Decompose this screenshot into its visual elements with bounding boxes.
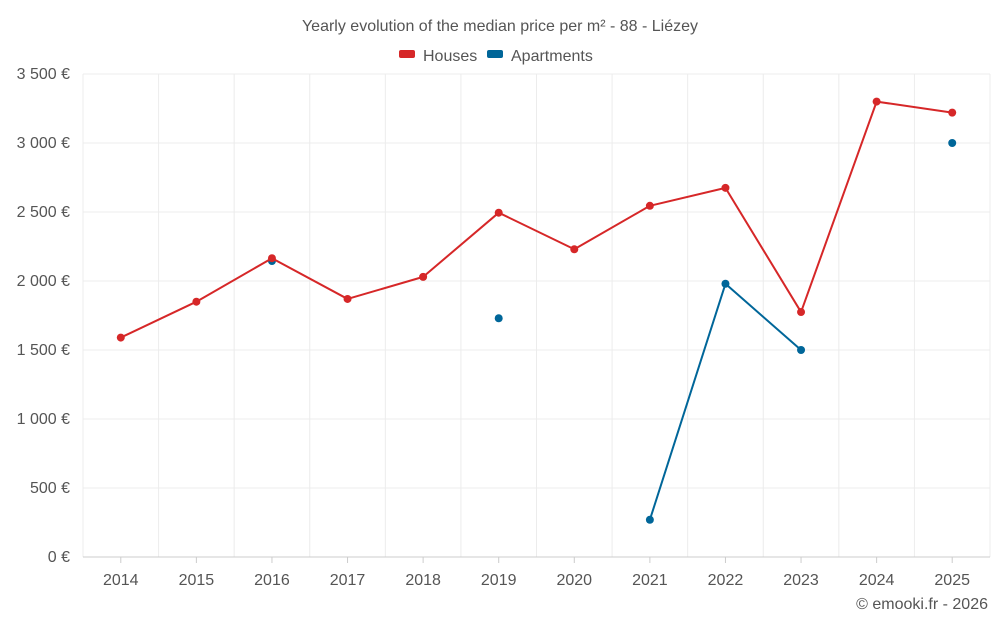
apartments-point-2025 bbox=[948, 139, 957, 147]
legend-swatch-apartments bbox=[487, 50, 503, 58]
houses-point-2019 bbox=[494, 208, 503, 217]
x-tick-label: 2019 bbox=[481, 572, 517, 589]
x-tick-label: 2025 bbox=[934, 572, 970, 589]
houses-line-segment bbox=[270, 257, 349, 300]
credit-text: © emooki.fr - 2026 bbox=[856, 596, 988, 613]
y-tick-label: 1 500 € bbox=[17, 342, 70, 359]
y-tick-label: 0 € bbox=[48, 549, 70, 566]
grid-lines bbox=[82, 73, 991, 557]
apartments-point-2023 bbox=[797, 346, 806, 354]
houses-point-2018 bbox=[419, 272, 428, 281]
houses-point-2022 bbox=[721, 183, 730, 192]
houses-line-segment bbox=[422, 211, 500, 278]
houses-point-2021 bbox=[645, 201, 654, 210]
legend-swatch-houses bbox=[399, 50, 415, 58]
apartments-line-segment bbox=[724, 282, 803, 351]
houses-line-segment bbox=[346, 275, 425, 300]
houses-line-segment bbox=[724, 186, 803, 314]
x-tick-label: 2023 bbox=[783, 572, 819, 589]
houses-line-segment bbox=[875, 100, 954, 114]
y-tick-label: 500 € bbox=[30, 480, 70, 497]
series-apartments bbox=[267, 139, 957, 524]
axes: 0 € 500 € 1 000 € 1 500 € 2 000 € 2 500 € 3 00… bbox=[17, 66, 990, 589]
x-tick-label: 2016 bbox=[254, 572, 290, 589]
houses-line-segment bbox=[195, 257, 273, 303]
houses-point-2014 bbox=[116, 333, 125, 342]
x-tick-label: 2017 bbox=[330, 572, 366, 589]
houses-line-segment bbox=[648, 186, 727, 207]
x-tick-label: 2021 bbox=[632, 572, 668, 589]
houses-point-2024 bbox=[872, 97, 881, 106]
houses-point-2020 bbox=[570, 245, 579, 254]
houses-point-2023 bbox=[797, 308, 806, 317]
apartments-point-2021 bbox=[645, 515, 654, 524]
houses-point-2016 bbox=[267, 254, 276, 263]
houses-point-2025 bbox=[948, 108, 957, 117]
legend: Houses Apartments bbox=[399, 48, 593, 65]
houses-line-segment bbox=[800, 100, 878, 314]
y-tick-label: 3 500 € bbox=[17, 66, 70, 83]
chart-title: Yearly evolution of the median price per… bbox=[302, 18, 698, 35]
legend-item-houses: Houses bbox=[399, 48, 477, 65]
y-tick-label: 1 000 € bbox=[17, 411, 70, 428]
apartments-point-2019 bbox=[494, 314, 503, 323]
y-tick-label: 2 500 € bbox=[17, 204, 70, 221]
houses-line-segment bbox=[573, 204, 651, 251]
x-tick-label: 2024 bbox=[859, 572, 895, 589]
series-houses bbox=[116, 97, 957, 342]
x-tick-label: 2022 bbox=[708, 572, 744, 589]
x-tick-label: 2014 bbox=[103, 572, 139, 589]
houses-line-segment bbox=[119, 300, 198, 339]
apartments-point-2022 bbox=[721, 279, 730, 288]
apartments-line-segment bbox=[648, 282, 727, 521]
houses-point-2015 bbox=[192, 297, 201, 306]
y-tick-label: 2 000 € bbox=[17, 273, 70, 290]
houses-line-segment bbox=[497, 211, 576, 251]
legend-item-apartments: Apartments bbox=[487, 48, 593, 65]
x-tick-label: 2020 bbox=[556, 572, 592, 589]
x-tick-label: 2018 bbox=[405, 572, 441, 589]
legend-label-apartments: Apartments bbox=[511, 48, 593, 65]
x-tick-label: 2015 bbox=[179, 572, 215, 589]
series bbox=[116, 97, 957, 524]
houses-point-2017 bbox=[343, 294, 352, 303]
y-tick-label: 3 000 € bbox=[17, 135, 70, 152]
legend-label-houses: Houses bbox=[423, 48, 477, 65]
